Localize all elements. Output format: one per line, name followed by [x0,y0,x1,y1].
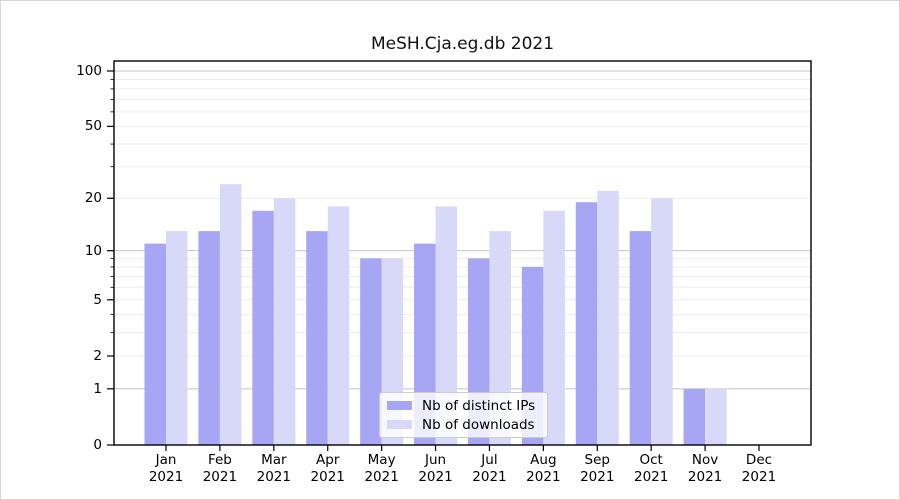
x-axis-tick-label-aug: Aug 2021 [513,452,573,485]
x-axis-tick-label-jan: Jan 2021 [136,452,196,485]
year-label: 2021 [148,468,184,485]
year-label: 2021 [364,468,399,485]
year-label: 2021 [633,468,669,485]
bar-ips-sep [575,202,598,445]
bar-downloads-mar [273,198,296,445]
bar-ips-mar [252,210,274,445]
legend: Nb of distinct IPs Nb of downloads [379,392,548,438]
y-axis-tick-label-20: 20 [84,190,102,207]
month-label: May [367,452,396,468]
bar-downloads-jan [166,231,188,445]
bar-ips-jan [144,243,166,445]
month-label: Apr [316,452,340,468]
x-axis-tick-label-jul: Jul 2021 [459,452,519,485]
x-axis-tick-label-apr: Apr 2021 [298,452,358,485]
year-label: 2021 [202,468,238,485]
legend-item: Nb of downloads [387,417,541,433]
year-label: 2021 [741,468,777,485]
month-label: Dec [745,452,773,468]
x-axis-tick-label-oct: Oct 2021 [621,452,681,485]
month-label: Oct [639,452,663,468]
year-label: 2021 [418,468,453,485]
plot-border [113,60,812,446]
bar-ips-apr [306,231,328,445]
bar-ips-feb [198,231,220,445]
y-axis-tick-label-2: 2 [93,347,102,364]
month-label: Aug [530,452,557,468]
y-axis-tick-label-5: 5 [93,291,102,308]
bar-downloads-aug [543,210,565,445]
chart-title: MeSH.Cja.eg.db 2021 [370,34,555,54]
y-axis-tick-label-50: 50 [84,118,102,135]
bar-downloads-jul [489,231,511,445]
bar-downloads-oct [651,198,673,445]
bar-downloads-sep [597,190,619,445]
x-axis-tick-label-jun: Jun 2021 [406,452,466,485]
legend-swatch-icon [387,400,412,411]
year-label: 2021 [472,468,507,485]
x-axis-tick-label-feb: Feb 2021 [190,452,250,485]
month-label: Sep [584,452,610,468]
year-label: 2021 [310,468,345,485]
month-label: Jan [155,452,177,468]
legend-label: Nb of downloads [422,416,535,433]
bar-downloads-nov [705,388,727,445]
bar-downloads-feb [219,184,242,445]
bar-downloads-jun [435,206,458,445]
month-label: Mar [261,452,287,468]
y-axis-tick-label-0: 0 [93,437,102,453]
x-axis-tick-label-mar: Mar 2021 [244,452,304,485]
year-label: 2021 [526,468,561,485]
x-axis-tick-label-may: May 2021 [352,452,412,485]
bar-downloads-apr [327,206,350,445]
bar-ips-oct [629,231,652,445]
x-axis-tick-label-dec: Dec 2021 [729,452,789,485]
legend-item: Nb of distinct IPs [387,398,541,414]
month-label: Feb [207,452,232,468]
month-label: Jul [481,452,498,468]
x-axis-tick-label-nov: Nov 2021 [675,452,735,485]
y-axis-tick-label-10: 10 [84,242,102,259]
month-label: Nov [691,452,719,468]
y-axis-tick-label-100: 100 [76,62,102,79]
year-label: 2021 [580,468,615,485]
y-axis-tick-label-1: 1 [93,380,102,397]
x-axis-tick-label-sep: Sep 2021 [567,452,627,485]
bar-ips-may [360,258,382,445]
legend-label: Nb of distinct IPs [422,397,536,414]
month-label: Jun [424,452,447,468]
legend-swatch-icon [387,419,412,430]
year-label: 2021 [256,468,291,485]
year-label: 2021 [687,468,723,485]
bar-ips-nov [683,388,706,445]
